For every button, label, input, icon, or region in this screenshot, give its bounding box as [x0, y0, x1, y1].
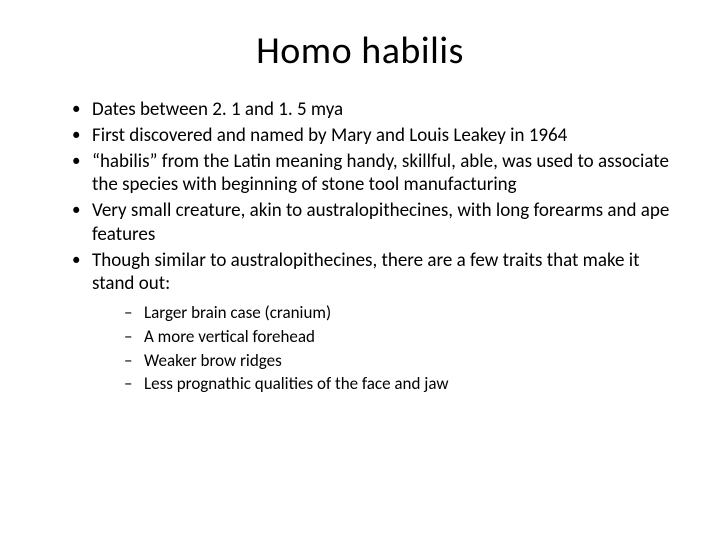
bullet-text: First discovered and named by Mary and L…	[92, 124, 567, 147]
list-item: A more vertical forehead	[124, 326, 672, 348]
list-item: Though similar to australopithecines, th…	[72, 249, 672, 396]
sub-bullet-text: Weaker brow ridges	[144, 350, 282, 371]
sub-bullet-list: Larger brain case (cranium) A more verti…	[92, 302, 672, 395]
slide: Homo habilis Dates between 2. 1 and 1. 5…	[0, 0, 720, 540]
sub-bullet-text: A more vertical forehead	[144, 326, 315, 347]
list-item: Less prognathic qualities of the face an…	[124, 373, 672, 395]
bullet-text: Very small creature, akin to australopit…	[92, 199, 669, 246]
list-item: First discovered and named by Mary and L…	[72, 124, 672, 148]
sub-bullet-text: Less prognathic qualities of the face an…	[144, 373, 449, 394]
sub-bullet-text: Larger brain case (cranium)	[144, 302, 331, 323]
bullet-text: Dates between 2. 1 and 1. 5 mya	[92, 98, 343, 121]
bullet-text: Though similar to australopithecines, th…	[92, 249, 639, 296]
list-item: “habilis” from the Latin meaning handy, …	[72, 150, 672, 198]
list-item: Dates between 2. 1 and 1. 5 mya	[72, 98, 672, 122]
bullet-list: Dates between 2. 1 and 1. 5 mya First di…	[48, 98, 672, 395]
list-item: Very small creature, akin to australopit…	[72, 199, 672, 247]
slide-title: Homo habilis	[48, 28, 672, 74]
list-item: Larger brain case (cranium)	[124, 302, 672, 324]
list-item: Weaker brow ridges	[124, 350, 672, 372]
bullet-text: “habilis” from the Latin meaning handy, …	[92, 150, 669, 197]
